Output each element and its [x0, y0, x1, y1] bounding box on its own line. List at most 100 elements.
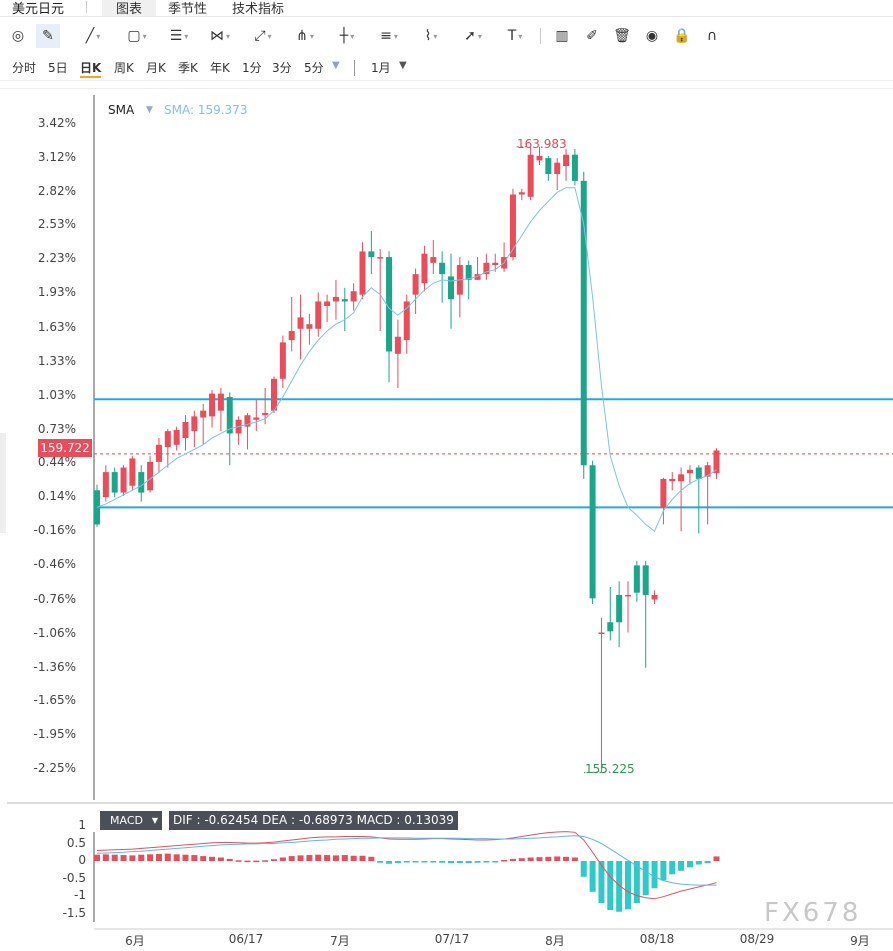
candle-body	[509, 194, 516, 258]
macd-bar	[686, 861, 693, 868]
tab-seasonality[interactable]: 季节性	[168, 2, 208, 17]
candle-body	[571, 154, 578, 181]
period-weekly[interactable]: 周K	[114, 61, 134, 75]
sma-legend-label[interactable]: SMA	[108, 103, 135, 117]
y-tick-label: 0.14%	[37, 489, 76, 504]
macd-bar	[448, 861, 454, 864]
macd-indicator-button[interactable]: MACD ▼	[100, 811, 162, 830]
period-quarterly[interactable]: 季K	[178, 61, 198, 75]
candle-body	[713, 450, 720, 474]
arrow-icon[interactable]: ➚ ▾	[464, 28, 482, 44]
period-1min[interactable]: 1分	[242, 61, 262, 75]
period-daily[interactable]: 日K	[80, 59, 102, 78]
eye-icon[interactable]: ◉	[645, 28, 659, 44]
macd-bar	[297, 855, 304, 861]
sidebar-toggle-handle[interactable]	[0, 433, 6, 533]
tab-indicators[interactable]: 技术指标	[232, 2, 285, 17]
watermark: FX678	[764, 898, 862, 928]
sma-caret-icon[interactable]: ▼	[146, 105, 153, 115]
magnet-icon[interactable]: ∩	[706, 28, 718, 44]
brush-icon[interactable]: ⌇ ▾	[424, 28, 438, 44]
candle-body	[633, 565, 640, 593]
fork-icon[interactable]: ⋔ ▾	[296, 28, 314, 44]
candle-body	[226, 397, 233, 434]
candle-body	[359, 251, 366, 295]
macd-bar	[138, 854, 145, 861]
macd-y-tick-label: 0.5	[66, 835, 86, 850]
x-tick-label: 07/17	[434, 932, 470, 946]
ray-icon[interactable]: ⤢ ▾	[254, 28, 272, 44]
fib-icon[interactable]: ≡ ▾	[380, 28, 398, 44]
candle-chart-icon[interactable]: ▥	[555, 28, 569, 44]
candle-body	[138, 472, 145, 493]
candle-body	[164, 431, 171, 448]
macd-y-tick-label: 0	[78, 853, 86, 867]
candle-body	[341, 299, 348, 302]
macd-bar	[324, 855, 331, 861]
bars-icon[interactable]: ┼ ▾	[339, 28, 355, 44]
lock-icon[interactable]: 🔒	[673, 28, 691, 44]
candle-body	[394, 336, 401, 354]
y-tick-label: -1.65%	[33, 692, 76, 707]
macd-bar	[164, 853, 171, 861]
main-chart-area	[0, 88, 893, 803]
x-tick-label: 7月	[330, 934, 350, 948]
parallel-lines-icon[interactable]: ☰ ▾	[169, 28, 189, 44]
rectangle-icon[interactable]: ▢ ▾	[127, 28, 147, 44]
edit-icon[interactable]: ✐	[586, 28, 598, 44]
current-price-tag: 159.722	[38, 439, 92, 457]
candle-body	[288, 331, 295, 341]
macd-bar	[253, 860, 260, 863]
period-5min[interactable]: 5分	[304, 61, 324, 75]
macd-bar	[306, 855, 313, 861]
candle-body	[607, 622, 614, 632]
text-icon[interactable]: T ▾	[507, 28, 523, 44]
macd-bar	[598, 861, 605, 903]
line-icon[interactable]: ╱ ▾	[85, 28, 101, 44]
macd-bar	[217, 857, 224, 861]
range-caret-icon[interactable]: ▼	[399, 60, 407, 71]
macd-caret-icon: ▼	[151, 816, 158, 825]
period-more-caret-icon[interactable]: ▼	[332, 60, 340, 71]
range-selector[interactable]: 1月	[371, 61, 391, 75]
period-5day[interactable]: 5日	[48, 61, 68, 75]
candle-body	[439, 262, 446, 275]
candle-body	[625, 594, 631, 597]
macd-bar	[625, 861, 631, 910]
period-monthly[interactable]: 月K	[146, 61, 166, 75]
tab-chart[interactable]: 图表	[102, 0, 157, 17]
macd-bar	[120, 855, 127, 861]
dea-line	[96, 835, 717, 886]
pane-divider[interactable]	[7, 802, 893, 804]
period-yearly[interactable]: 年K	[210, 61, 230, 75]
candle-body	[430, 257, 437, 263]
instrument-title: 美元日元	[12, 2, 65, 17]
macd-bar	[430, 861, 437, 863]
candle-body	[244, 415, 251, 427]
period-3min[interactable]: 3分	[272, 61, 292, 75]
candle-body	[678, 474, 685, 482]
macd-bar	[713, 856, 720, 861]
candle-body	[704, 465, 711, 477]
macd-bar	[235, 860, 242, 862]
candle-body	[527, 154, 534, 197]
macd-bar	[288, 856, 295, 861]
candle-body	[315, 301, 322, 329]
macd-bar	[102, 854, 109, 861]
candle-body	[483, 262, 490, 275]
y-tick-label: 3.12%	[37, 150, 76, 165]
trash-icon[interactable]: 🗑	[613, 28, 631, 44]
candle-body	[279, 342, 286, 379]
candle-body	[129, 458, 136, 486]
macd-bar	[456, 861, 463, 864]
macd-bar	[545, 856, 552, 861]
cursor-circle-icon[interactable]: ◎	[11, 28, 25, 44]
zigzag-icon[interactable]: ⋈ ▾	[209, 28, 230, 44]
macd-bar	[209, 856, 216, 861]
y-tick-label: 1.03%	[37, 387, 76, 402]
y-tick-label: -0.76%	[33, 591, 76, 606]
pencil-select-icon[interactable]: ✎	[36, 24, 60, 48]
period-intraday[interactable]: 分时	[12, 61, 37, 75]
x-tick-label: 08/18	[639, 932, 675, 946]
